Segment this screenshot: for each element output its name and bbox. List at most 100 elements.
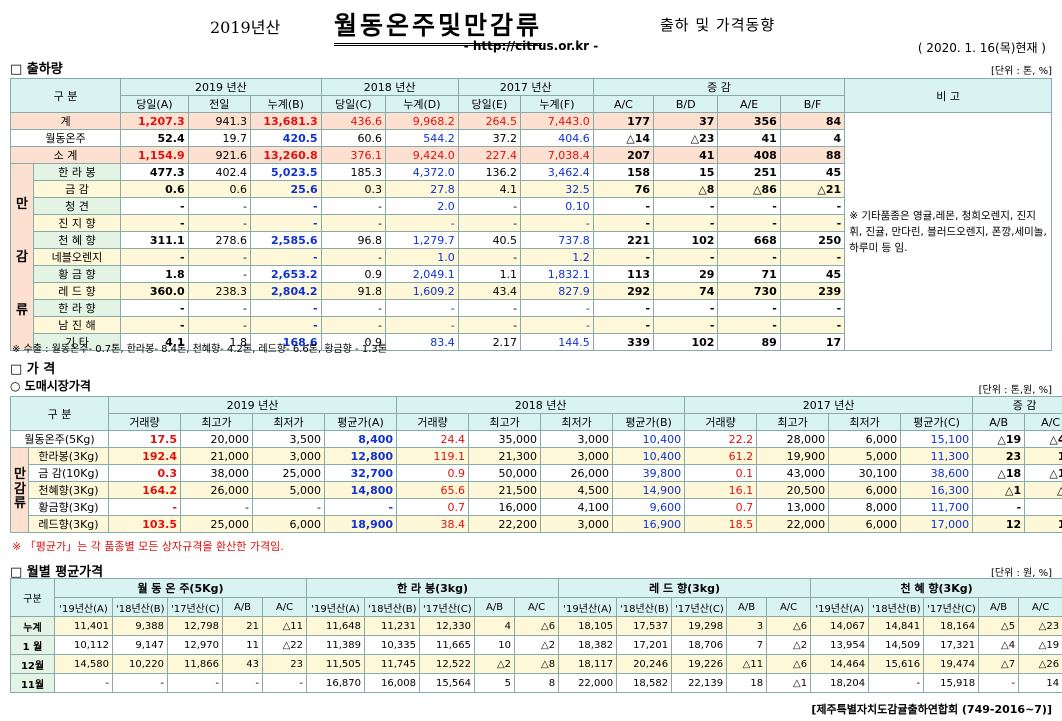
table-cell: 19,474 bbox=[923, 654, 980, 674]
table-cell: - bbox=[120, 248, 189, 266]
table-cell: - bbox=[385, 214, 459, 232]
table-cell: 192.4 bbox=[108, 447, 181, 465]
table-cell: - bbox=[457, 316, 522, 334]
price-footnote: ※ 「평균가」는 각 품종별 모든 상자규격을 환산한 가격임. bbox=[12, 540, 284, 553]
table-cell: - bbox=[653, 316, 719, 334]
table-cell: 1,279.7 bbox=[385, 231, 459, 249]
page-title: 월동온주및만감류 bbox=[334, 6, 543, 46]
table-row: 금 감 0.6 0.6 25.6 0.3 27.8 4.1 32.5 76 △8 △86 △21 bbox=[11, 180, 1052, 198]
table-cell: △23 bbox=[1018, 616, 1062, 636]
table-cell: 38.4 bbox=[396, 515, 470, 533]
table-cell: 1.8 bbox=[120, 265, 189, 283]
table-cell: 0.9 bbox=[320, 333, 387, 351]
table-cell: 1,207.3 bbox=[120, 112, 189, 130]
table-cell: 1.0 bbox=[385, 248, 459, 266]
ship-subheader: B/F bbox=[779, 95, 846, 113]
table-cell: 0.7 bbox=[396, 498, 470, 516]
table-cell: - bbox=[108, 498, 181, 516]
header-2019: 2019 년산 bbox=[120, 78, 322, 96]
shipment-table: 구 분 2019 년산 2018 년산 2017 년산 증 감 비 고 당일(A… bbox=[9, 78, 1052, 351]
table-cell: △6 bbox=[766, 616, 812, 636]
table-cell: - bbox=[120, 214, 189, 232]
table-cell: - bbox=[779, 197, 846, 215]
table-cell: 17,201 bbox=[616, 635, 673, 655]
table-cell: 11,401 bbox=[54, 616, 113, 636]
table-cell: 477.3 bbox=[120, 163, 189, 181]
price-unit: [단위 : 톤,원, %] bbox=[978, 385, 1052, 396]
title-row: 2019년산 월동온주및만감류 출하 및 가격동향 bbox=[0, 6, 1062, 46]
table-row: 소 계 1,154.9 921.6 13,260.8 376.1 9,424.0 227.4… bbox=[9, 146, 1052, 164]
table-cell: 22,200 bbox=[468, 515, 542, 533]
table-cell: 35,000 bbox=[468, 430, 542, 448]
table-cell: 15,616 bbox=[868, 654, 925, 674]
table-cell: 40.5 bbox=[457, 231, 522, 249]
table-cell: 158 bbox=[592, 163, 655, 181]
row-name: 레 드 향 bbox=[32, 282, 122, 300]
table-cell: 4,372.0 bbox=[385, 163, 459, 181]
table-cell: 221 bbox=[592, 231, 655, 249]
table-cell: - bbox=[457, 248, 522, 266]
table-cell: - bbox=[187, 197, 251, 215]
table-row: 1 월 10,112 9,147 12,970 11 △22 11,389 10,335 11,… bbox=[10, 635, 1062, 655]
table-cell: △7 bbox=[978, 654, 1020, 674]
price-header-2017: 2017 년산 bbox=[684, 396, 974, 414]
table-cell: 264.5 bbox=[457, 112, 522, 130]
table-cell: 1,154.9 bbox=[120, 146, 189, 164]
price-header-gubun: 구 분 bbox=[10, 396, 109, 431]
table-cell: 16,008 bbox=[364, 673, 421, 693]
table-cell: - bbox=[249, 197, 322, 215]
table-cell: - bbox=[261, 673, 308, 693]
table-cell: 18.5 bbox=[684, 515, 758, 533]
monthly-subheader: '18년산(B) bbox=[364, 597, 421, 617]
table-cell: - bbox=[323, 498, 398, 516]
price-subheader: A/C bbox=[1024, 413, 1062, 431]
table-cell: 4 bbox=[474, 616, 516, 636]
table-cell: 1,609.2 bbox=[385, 282, 459, 300]
table-cell: 23 bbox=[972, 447, 1026, 465]
table-row: 누계 11,401 9,388 12,798 21 △11 11,648 11,231 12,3… bbox=[10, 616, 1062, 636]
table-cell: △6 bbox=[766, 654, 812, 674]
table-cell: △6 bbox=[514, 616, 560, 636]
table-row: 한 라 향----------- bbox=[11, 299, 1052, 317]
price-subheader: 최저가 bbox=[252, 413, 325, 431]
table-cell: 9,388 bbox=[112, 616, 168, 636]
table-cell: 0.9 bbox=[320, 265, 387, 283]
row-name: 월동온주 bbox=[9, 129, 122, 147]
table-cell: 76 bbox=[592, 180, 655, 198]
table-cell: - bbox=[653, 248, 719, 266]
table-cell: 119.1 bbox=[396, 447, 470, 465]
table-cell: - bbox=[592, 316, 655, 334]
price-subheader: 최고가 bbox=[468, 413, 542, 431]
monthly-subheader: A/C bbox=[514, 597, 560, 617]
price-subheader: A/B bbox=[972, 413, 1026, 431]
table-cell: 12,800 bbox=[323, 447, 398, 465]
table-cell: 25.6 bbox=[249, 180, 322, 198]
table-cell: 39,800 bbox=[612, 464, 686, 482]
row-name: 한 라 향 bbox=[32, 299, 122, 317]
monthly-subheader: '17년산(C) bbox=[167, 597, 223, 617]
monthly-group-header: 천 혜 향(3Kg) bbox=[810, 578, 1062, 598]
monthly-subheader: A/B bbox=[978, 597, 1020, 617]
price-subheader: 거래량 bbox=[396, 413, 470, 431]
table-cell: 2,804.2 bbox=[249, 282, 322, 300]
row-name: 네블오렌지 bbox=[32, 248, 122, 266]
ship-subheader: 당일(A) bbox=[120, 95, 189, 113]
monthly-subheader: '18년산(B) bbox=[112, 597, 168, 617]
table-cell: - bbox=[717, 197, 781, 215]
table-cell: 19,900 bbox=[756, 447, 830, 465]
table-cell: △2 bbox=[474, 654, 516, 674]
table-cell: 65.6 bbox=[396, 481, 470, 499]
monthly-subheader: A/C bbox=[261, 597, 308, 617]
table-row: 만 감 류 한라봉(3Kg) 192.4 21,000 3,000 12,800 119.1 21… bbox=[10, 447, 1062, 533]
row-name: 청 견 bbox=[32, 197, 122, 215]
table-cell: - bbox=[249, 299, 322, 317]
table-cell: 10,220 bbox=[112, 654, 168, 674]
table-cell: 544.2 bbox=[385, 129, 459, 147]
table-cell: 89 bbox=[717, 333, 781, 351]
ship-subheader: A/E bbox=[717, 95, 781, 113]
table-cell: 9,147 bbox=[112, 635, 168, 655]
table-cell: 38,000 bbox=[180, 464, 253, 482]
table-cell: 50,000 bbox=[468, 464, 542, 482]
table-cell: △22 bbox=[261, 635, 308, 655]
table-cell: 41 bbox=[717, 129, 781, 147]
